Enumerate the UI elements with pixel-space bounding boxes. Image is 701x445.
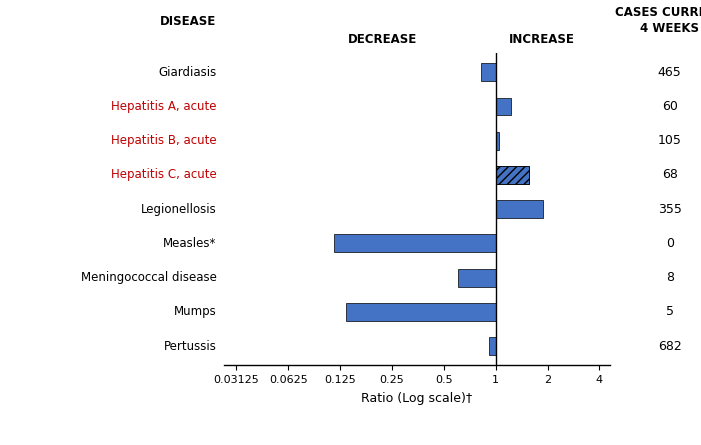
Text: Pertussis: Pertussis bbox=[164, 340, 217, 352]
Text: 8: 8 bbox=[666, 271, 674, 284]
Text: Hepatitis B, acute: Hepatitis B, acute bbox=[111, 134, 217, 147]
Text: Legionellosis: Legionellosis bbox=[141, 202, 217, 216]
Bar bbox=[496, 200, 543, 218]
Text: DISEASE: DISEASE bbox=[161, 16, 217, 28]
Bar bbox=[496, 166, 529, 184]
Text: 682: 682 bbox=[658, 340, 681, 352]
Bar bbox=[334, 235, 496, 252]
X-axis label: Ratio (Log scale)†: Ratio (Log scale)† bbox=[362, 392, 472, 405]
Bar bbox=[458, 269, 496, 287]
Text: Mumps: Mumps bbox=[174, 305, 217, 318]
Text: Hepatitis A, acute: Hepatitis A, acute bbox=[111, 100, 217, 113]
Bar bbox=[496, 132, 498, 150]
Bar bbox=[496, 97, 510, 115]
Text: 0: 0 bbox=[666, 237, 674, 250]
Bar bbox=[346, 303, 496, 321]
Text: 465: 465 bbox=[658, 66, 681, 79]
Bar bbox=[481, 63, 496, 81]
Text: 60: 60 bbox=[662, 100, 678, 113]
Text: CASES CURRENT
4 WEEKS: CASES CURRENT 4 WEEKS bbox=[615, 6, 701, 35]
Text: Giardiasis: Giardiasis bbox=[158, 66, 217, 79]
Text: Measles*: Measles* bbox=[163, 237, 217, 250]
Text: Meningococcal disease: Meningococcal disease bbox=[81, 271, 217, 284]
Text: 105: 105 bbox=[658, 134, 681, 147]
Text: INCREASE: INCREASE bbox=[509, 32, 575, 45]
Bar bbox=[489, 337, 496, 355]
Text: 68: 68 bbox=[662, 168, 678, 182]
Text: 355: 355 bbox=[658, 202, 681, 216]
Bar bbox=[496, 166, 529, 184]
Text: Hepatitis C, acute: Hepatitis C, acute bbox=[111, 168, 217, 182]
Text: DECREASE: DECREASE bbox=[348, 32, 417, 45]
Text: 5: 5 bbox=[666, 305, 674, 318]
